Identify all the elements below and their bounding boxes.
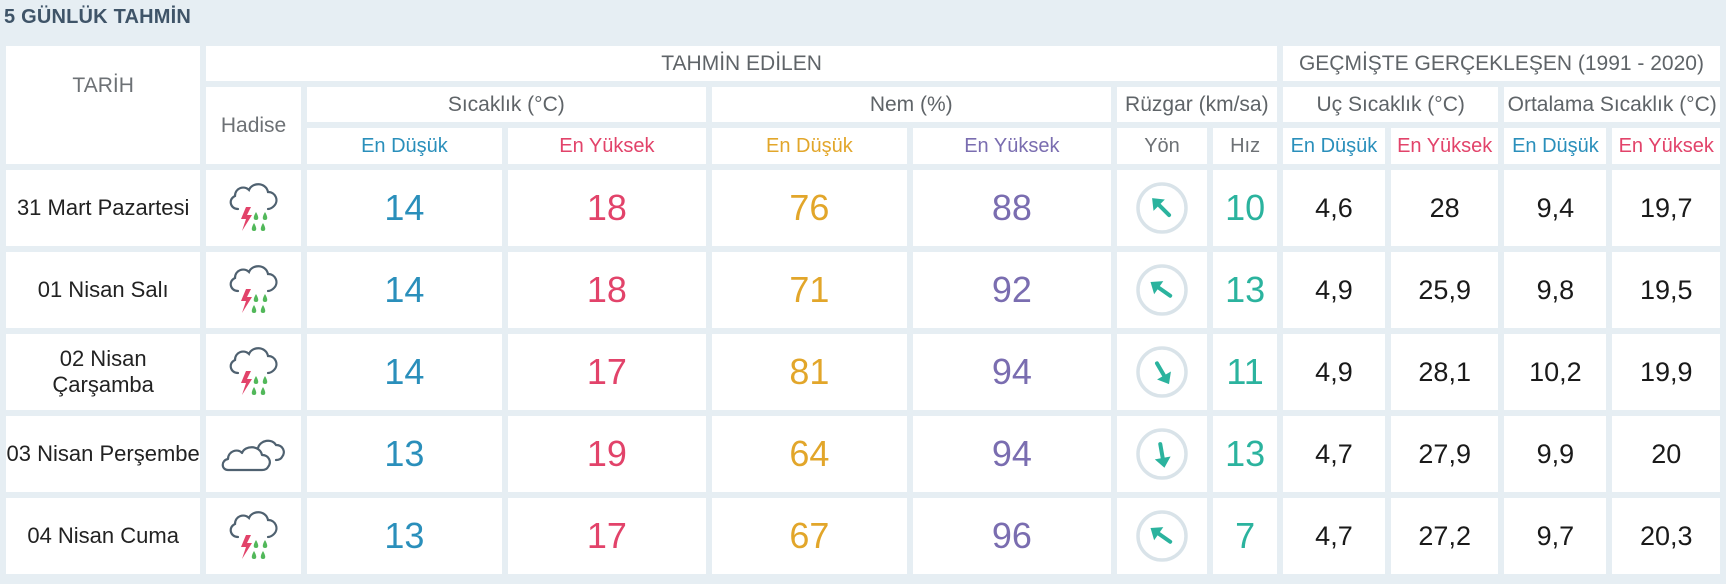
header-ortalama-sicaklik: Ortalama Sıcaklık (°C) xyxy=(1504,87,1720,122)
wind-speed-cell: 7 xyxy=(1213,498,1277,574)
ort-max-cell: 19,5 xyxy=(1612,252,1720,328)
wind-direction-dial xyxy=(1135,509,1189,563)
wind-direction-cell xyxy=(1116,334,1208,410)
uc-min-cell: 4,9 xyxy=(1282,252,1385,328)
temp-max-cell: 18 xyxy=(508,170,706,246)
temp-max-cell: 17 xyxy=(508,498,706,574)
temp-min-cell: 14 xyxy=(306,334,503,410)
wind-direction-dial xyxy=(1135,427,1189,481)
humidity-min-cell: 81 xyxy=(711,334,907,410)
thunderstorm-rain-icon xyxy=(229,265,278,313)
humidity-min-cell: 71 xyxy=(711,252,907,328)
table-row: 03 Nisan Perşembe 13 19 64 94 13 4,7 27,… xyxy=(6,416,1720,492)
uc-min-cell: 4,7 xyxy=(1282,416,1385,492)
table-row: 04 Nisan Cuma 13 17 67 96 7 4,7 27,2 9,7… xyxy=(6,498,1720,574)
weather-icon-cell xyxy=(206,252,301,328)
ort-max-cell: 19,7 xyxy=(1612,170,1720,246)
humidity-max-cell: 94 xyxy=(912,416,1111,492)
temp-min-cell: 14 xyxy=(306,252,503,328)
wind-direction-cell xyxy=(1116,498,1208,574)
header-hiz: Hız xyxy=(1213,128,1277,164)
date-cell: 04 Nisan Cuma xyxy=(6,498,201,574)
uc-min-cell: 4,9 xyxy=(1282,334,1385,410)
ort-max-cell: 20 xyxy=(1612,416,1720,492)
temp-max-cell: 18 xyxy=(508,252,706,328)
wind-speed-cell: 13 xyxy=(1213,416,1277,492)
header-nem: Nem (%) xyxy=(711,87,1111,122)
header-yon: Yön xyxy=(1116,128,1208,164)
ort-max-cell: 19,9 xyxy=(1612,334,1720,410)
forecast-title: 5 GÜNLÜK TAHMİN xyxy=(4,6,192,28)
humidity-min-cell: 67 xyxy=(711,498,907,574)
wind-speed-cell: 10 xyxy=(1213,170,1277,246)
forecast-table: TARİH TAHMİN EDİLEN GEÇMİŞTE GERÇEKLEŞEN… xyxy=(0,40,1726,580)
ort-min-cell: 9,7 xyxy=(1504,498,1607,574)
thunderstorm-rain-icon xyxy=(229,347,278,395)
wind-direction-dial xyxy=(1135,181,1189,235)
humidity-max-cell: 96 xyxy=(912,498,1111,574)
wind-speed-cell: 11 xyxy=(1213,334,1277,410)
header-uc-sicaklik: Uç Sıcaklık (°C) xyxy=(1282,87,1499,122)
header-sicaklik: Sıcaklık (°C) xyxy=(306,87,706,122)
header-nem-max: En Yüksek xyxy=(912,128,1111,164)
table-row: 31 Mart Pazartesi 14 18 76 88 10 4,6 28 … xyxy=(6,170,1720,246)
humidity-min-cell: 76 xyxy=(711,170,907,246)
header-uc-min: En Düşük xyxy=(1282,128,1385,164)
uc-min-cell: 4,7 xyxy=(1282,498,1385,574)
humidity-max-cell: 94 xyxy=(912,334,1111,410)
weather-icon-cell xyxy=(206,334,301,410)
header-ruzgar: Rüzgar (km/sa) xyxy=(1116,87,1277,122)
ort-min-cell: 9,8 xyxy=(1504,252,1607,328)
temp-min-cell: 13 xyxy=(306,498,503,574)
wind-direction-dial xyxy=(1135,345,1189,399)
header-sicaklik-min: En Düşük xyxy=(306,128,503,164)
uc-max-cell: 28,1 xyxy=(1390,334,1499,410)
temp-max-cell: 19 xyxy=(508,416,706,492)
uc-max-cell: 27,2 xyxy=(1390,498,1499,574)
wind-direction-cell xyxy=(1116,170,1208,246)
header-sicaklik-max: En Yüksek xyxy=(508,128,706,164)
ort-max-cell: 20,3 xyxy=(1612,498,1720,574)
date-cell: 31 Mart Pazartesi xyxy=(6,170,201,246)
thunderstorm-rain-icon xyxy=(229,511,278,559)
header-gecmiste: GEÇMİŞTE GERÇEKLEŞEN (1991 - 2020) xyxy=(1282,46,1720,81)
date-cell: 03 Nisan Perşembe xyxy=(6,416,201,492)
humidity-max-cell: 92 xyxy=(912,252,1111,328)
header-uc-max: En Yüksek xyxy=(1390,128,1499,164)
table-row: 01 Nisan Salı 14 18 71 92 13 4,9 25,9 9,… xyxy=(6,252,1720,328)
date-cell: 02 Nisan Çarşamba xyxy=(6,334,201,410)
weather-icon-cell xyxy=(206,498,301,574)
humidity-min-cell: 64 xyxy=(711,416,907,492)
wind-speed-cell: 13 xyxy=(1213,252,1277,328)
ort-min-cell: 9,4 xyxy=(1504,170,1607,246)
table-row: 02 Nisan Çarşamba 14 17 81 94 11 4,9 28,… xyxy=(6,334,1720,410)
uc-min-cell: 4,6 xyxy=(1282,170,1385,246)
wind-direction-cell xyxy=(1116,416,1208,492)
wind-direction-dial xyxy=(1135,263,1189,317)
uc-max-cell: 27,9 xyxy=(1390,416,1499,492)
header-ort-min: En Düşük xyxy=(1504,128,1607,164)
temp-min-cell: 13 xyxy=(306,416,503,492)
cloudy-icon xyxy=(221,439,285,472)
weather-icon-cell xyxy=(206,170,301,246)
ort-min-cell: 10,2 xyxy=(1504,334,1607,410)
weather-icon-cell xyxy=(206,416,301,492)
header-ort-max: En Yüksek xyxy=(1612,128,1720,164)
wind-direction-cell xyxy=(1116,252,1208,328)
ort-min-cell: 9,9 xyxy=(1504,416,1607,492)
header-tahmin-edilen: TAHMİN EDİLEN xyxy=(206,46,1277,81)
humidity-max-cell: 88 xyxy=(912,170,1111,246)
uc-max-cell: 25,9 xyxy=(1390,252,1499,328)
temp-min-cell: 14 xyxy=(306,170,503,246)
header-nem-min: En Düşük xyxy=(711,128,907,164)
thunderstorm-rain-icon xyxy=(229,183,278,231)
header-hadise: Hadise xyxy=(206,87,301,164)
date-cell: 01 Nisan Salı xyxy=(6,252,201,328)
header-tarih: TARİH xyxy=(6,46,201,164)
temp-max-cell: 17 xyxy=(508,334,706,410)
uc-max-cell: 28 xyxy=(1390,170,1499,246)
